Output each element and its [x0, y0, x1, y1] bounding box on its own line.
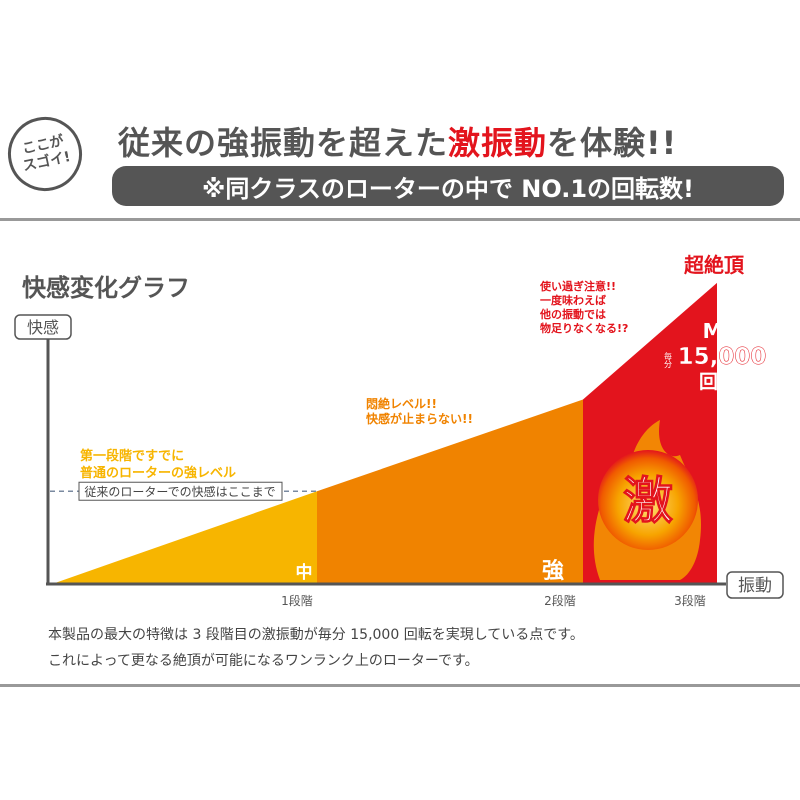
headline-pre: 従来の強振動を超えた — [118, 124, 449, 162]
per-minute-label: 毎分 — [664, 351, 673, 369]
x-axis-label: 振動 — [738, 576, 772, 596]
annotation-stage1: 普通のローターの強レベル — [80, 465, 236, 481]
subheadline: ※同クラスのローターの中で NO.1の回転数! — [202, 174, 694, 203]
x-tick-label: 2段階 — [544, 593, 576, 608]
annotation-stage2: 悶絶レベル!! — [366, 396, 437, 411]
y-axis-label: 快感 — [27, 318, 59, 337]
divider-top — [0, 218, 800, 221]
x-tick-label: 3段階 — [674, 593, 706, 608]
fire-icon — [593, 420, 701, 580]
annotation-stage3: 物足りなくなる!? — [540, 321, 628, 335]
area-segment-2 — [317, 399, 583, 583]
annotation-stage3: 一度味わえば — [540, 293, 606, 307]
segment-label-kyo: 強 — [542, 558, 564, 584]
max-unit: 回転 — [699, 371, 737, 393]
description-line: これによって更なる絶頂が可能になるワンランク上のローターです。 — [48, 653, 479, 669]
max-value: 15,000 — [678, 344, 767, 370]
headline-red: 激振動 — [448, 124, 548, 162]
peak-label: 超絶頂 — [683, 253, 745, 277]
annotation-stage1: 第一段階ですでに — [80, 448, 184, 464]
description-line: 本製品の最大の特徴は 3 段階目の激振動が毎分 15,000 回転を実現している… — [48, 627, 584, 643]
description: 本製品の最大の特徴は 3 段階目の激振動が毎分 15,000 回転を実現している… — [48, 622, 584, 674]
reference-label: 従来のローターでの快感はここまで — [84, 484, 275, 499]
reference-label-box — [78, 481, 283, 501]
max-label: MAX — [703, 319, 754, 343]
x-tick-label: 1段階 — [281, 593, 313, 608]
x-axis-label-box — [726, 571, 784, 599]
annotation-stage3: 使い過ぎ注意!! — [539, 279, 616, 293]
segment-label-chu: 中 — [296, 562, 313, 583]
subheadline-bar: ※同クラスのローターの中で NO.1の回転数! — [112, 166, 784, 206]
headline: 従来の強振動を超えた激振動を体験!! — [118, 118, 677, 164]
area-segment-1 — [55, 491, 317, 583]
y-axis-label-box — [14, 314, 72, 340]
divider-bottom — [0, 684, 800, 687]
annotation-stage2: 快感が止まらない!! — [366, 411, 473, 426]
chart-title: 快感変化グラフ — [22, 274, 190, 302]
segment-label-geki: 激 — [623, 472, 673, 530]
annotation-stage3: 他の振動では — [539, 307, 606, 321]
headline-post: を体験!! — [547, 124, 678, 162]
